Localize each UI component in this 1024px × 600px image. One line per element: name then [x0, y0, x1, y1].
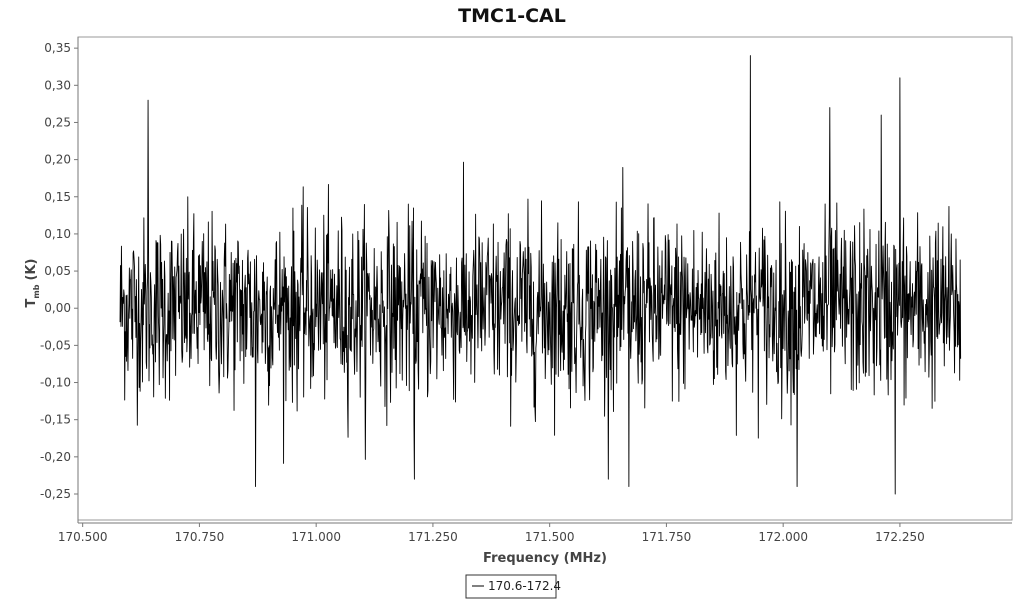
legend-box: [465, 574, 557, 599]
y-tick-label: -0,20: [40, 450, 71, 464]
x-tick-label: 171.500: [525, 530, 575, 544]
y-tick-label: -0,05: [40, 338, 71, 352]
y-tick-label: -0,10: [40, 376, 71, 390]
y-tick-label: 0,30: [44, 78, 71, 92]
y-tick-label: -0,25: [40, 487, 71, 501]
y-axis-title-main: T: [24, 298, 39, 307]
x-axis-title: Frequency (MHz): [483, 551, 607, 566]
legend[interactable]: 170.6-172.4: [465, 574, 561, 599]
x-tick-label: 172.000: [758, 530, 808, 544]
legend-label: 170.6-172.4: [488, 579, 561, 593]
chart-title: TMC1-CAL: [458, 5, 566, 27]
y-tick-label: 0,25: [44, 115, 71, 129]
y-tick-label: -0,15: [40, 413, 71, 427]
x-tick-label: 171.000: [291, 530, 341, 544]
x-tick-label: 171.250: [408, 530, 458, 544]
y-tick-label: 0,35: [44, 41, 71, 55]
y-tick-label: 0,05: [44, 264, 71, 278]
y-tick-label: 0,10: [44, 227, 71, 241]
x-tick-label: 172.250: [875, 530, 925, 544]
y-axis-title-unit: (K): [24, 259, 39, 281]
y-tick-label: 0,15: [44, 190, 71, 204]
x-tick-label: 170.750: [175, 530, 225, 544]
y-axis-ticks: -0,25 -0,20 -0,15 -0,10 -0,05 0,00 0,05 0,10 0,1…: [40, 41, 78, 501]
series-line-0: [119, 55, 962, 495]
x-axis-ticks: 170.500 170.750 171.000 171.250 171.500 171.7…: [58, 523, 925, 544]
x-tick-label: 171.750: [642, 530, 692, 544]
x-tick-label: 170.500: [58, 530, 108, 544]
y-axis-title-sub: mb: [32, 284, 41, 298]
series-layer: [119, 55, 962, 495]
y-tick-label: 0,20: [44, 153, 71, 167]
y-tick-label: 0,00: [44, 301, 71, 315]
y-axis-title: Tmb (K): [24, 259, 41, 308]
